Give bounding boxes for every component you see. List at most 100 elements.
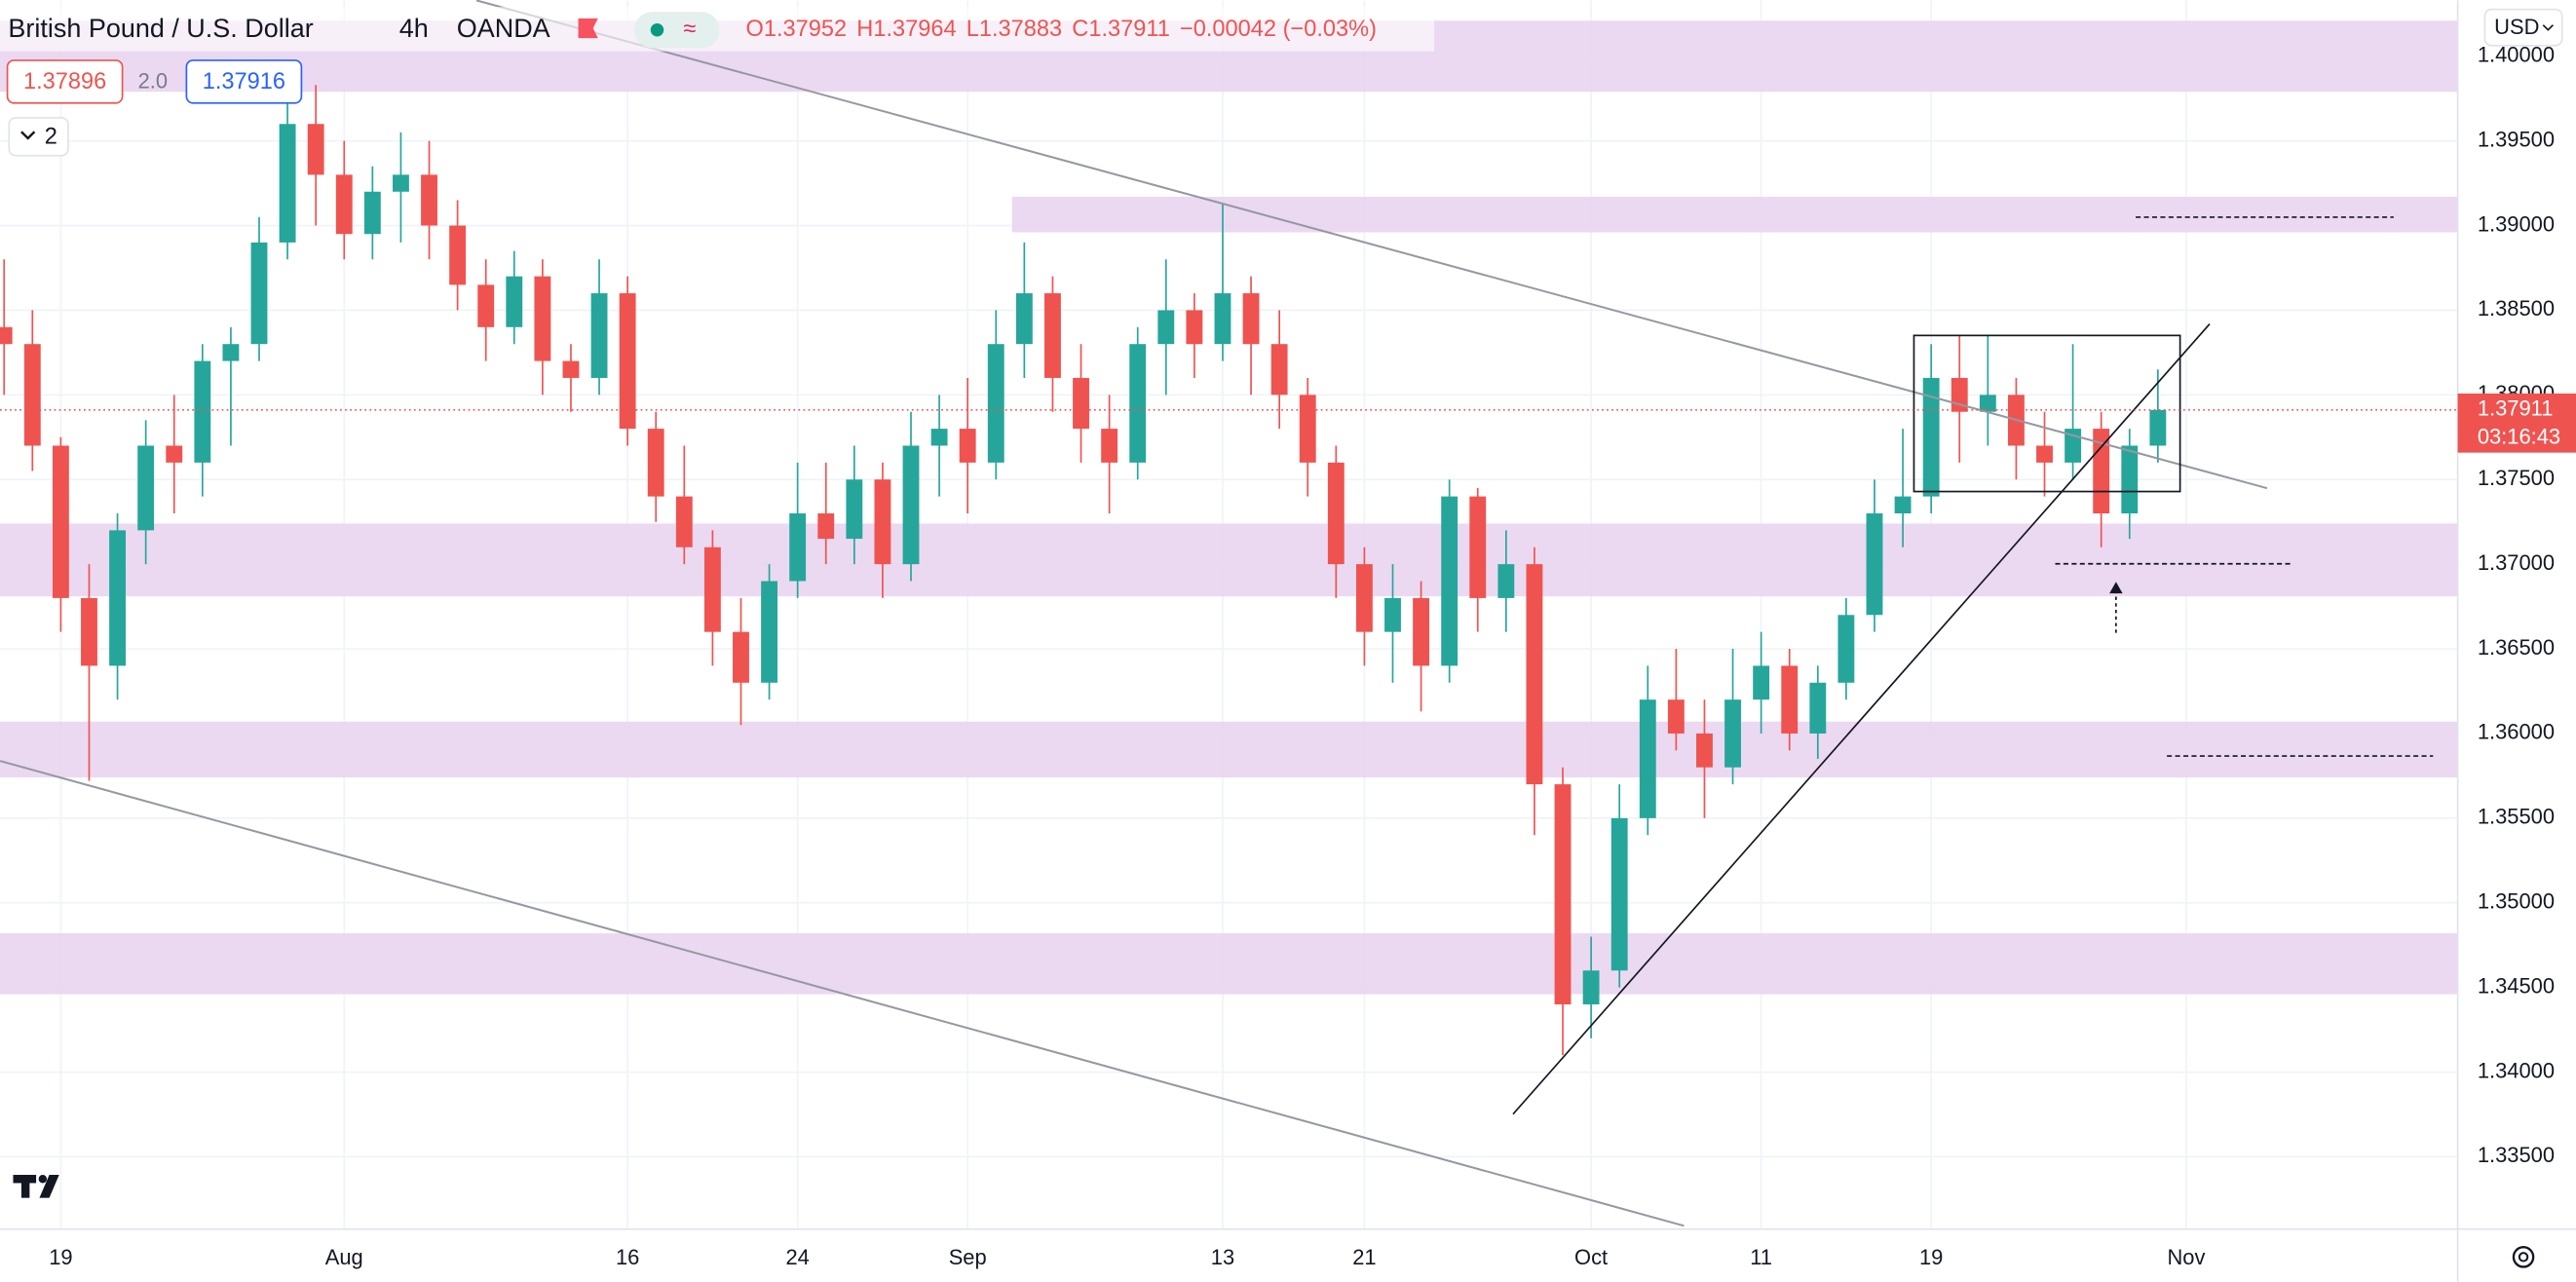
candle-body [987, 344, 1004, 463]
candle-body [307, 124, 324, 175]
currency[interactable]: USD [2494, 15, 2539, 39]
candle-body [1242, 293, 1260, 345]
candle-body [1894, 496, 1912, 513]
x-tick-label: 16 [616, 1245, 639, 1269]
candle-body [1101, 429, 1118, 463]
y-tick-label: 1.37500 [2478, 466, 2555, 490]
supply-demand-zone [0, 933, 2458, 995]
sell-button[interactable] [6, 59, 124, 104]
candle-body [1270, 344, 1288, 396]
candle-body [1413, 597, 1430, 666]
currency-button[interactable] [2483, 8, 2563, 47]
candle-body [137, 445, 155, 531]
x-tick-label: 11 [1750, 1245, 1772, 1269]
candle-layer [0, 85, 2167, 1056]
bid-price[interactable]: 1.37896 [23, 69, 106, 94]
x-tick-label: 13 [1211, 1245, 1234, 1269]
spread: 2.0 [138, 68, 168, 93]
candle-body [506, 276, 523, 327]
candle-body [1441, 496, 1458, 666]
last-price-tag [2457, 393, 2576, 453]
candle-body [1214, 293, 1231, 345]
ohlc-value: H1.37964 [856, 17, 956, 42]
candle-body [902, 445, 920, 565]
ohlc-value: O1.37952 [746, 17, 848, 42]
supply-demand-zone [0, 523, 2458, 597]
candle-body [279, 124, 296, 243]
flag-icon[interactable] [578, 18, 598, 39]
candle-body [1526, 564, 1543, 785]
supply-demand-zone [0, 721, 2458, 778]
support-line [1512, 323, 2211, 1115]
drawing-layer [0, 0, 2434, 1227]
logo-part [39, 1175, 59, 1198]
candle-body [733, 631, 749, 683]
candle-body [874, 479, 891, 565]
logo[interactable] [13, 1175, 59, 1198]
candle-body [1355, 564, 1373, 632]
y-tick-label: 1.33500 [2478, 1143, 2555, 1167]
candle-body [250, 242, 268, 345]
x-tick-label: 19 [1919, 1245, 1943, 1269]
candle-body [1922, 377, 1940, 497]
status-pill[interactable] [633, 12, 720, 49]
trend-line [475, 0, 2268, 490]
candle-body [1015, 293, 1033, 345]
candle-body [1696, 733, 1713, 768]
exchange[interactable]: OANDA [457, 14, 550, 43]
candle-body [0, 326, 13, 345]
x-tick-label: Nov [2167, 1245, 2205, 1269]
delay-icon: ≈ [683, 17, 696, 42]
settings-icon[interactable] [2512, 1246, 2535, 1268]
range-box [1913, 334, 2181, 493]
channel-line [0, 760, 1685, 1227]
candle-body [1469, 496, 1487, 598]
symbol-title[interactable]: British Pound / U.S. Dollar [8, 14, 313, 43]
candle-body [1044, 293, 1061, 378]
candle-body [1129, 344, 1147, 463]
candle-body [477, 284, 495, 327]
candle-body [81, 597, 97, 666]
x-tick-label: 24 [785, 1245, 809, 1269]
y-tick-label: 1.34000 [2478, 1058, 2555, 1082]
candle-body [590, 293, 608, 378]
interval[interactable]: 4h [399, 14, 429, 43]
indicator-count[interactable]: 2 [45, 124, 57, 149]
y-tick-label: 1.34500 [2478, 973, 2555, 998]
candle-body [817, 512, 835, 540]
ask-price[interactable]: 1.37916 [203, 69, 285, 94]
candle-body [23, 344, 41, 446]
candle-body [703, 547, 721, 632]
bar-countdown: 03:16:43 [2478, 424, 2560, 448]
candle-body [194, 360, 211, 463]
candle-body [1186, 310, 1203, 345]
axis-layer: 1.33500 1.34000 1.34500 1.35000 1.35500 1.360… [49, 43, 2576, 1269]
candle-body [647, 429, 664, 497]
candle-body [1866, 512, 1883, 616]
candle-body [2121, 445, 2139, 513]
candle-body [1724, 699, 1741, 768]
time-axis [0, 1228, 2576, 1282]
x-tick-label: 19 [49, 1245, 72, 1269]
candle-body [846, 479, 863, 540]
candle-body [109, 530, 126, 666]
candle-body [1497, 564, 1515, 598]
candle-body [393, 174, 409, 192]
last-price-label: 1.37911 [2478, 396, 2554, 421]
buy-button[interactable] [185, 59, 303, 104]
gear-center [2518, 1252, 2529, 1263]
indicator-toggle[interactable] [8, 117, 69, 157]
candle-body [562, 360, 580, 378]
y-tick-label: 1.39500 [2478, 127, 2555, 151]
candle-body [1157, 310, 1175, 345]
y-tick-label: 1.39000 [2478, 211, 2555, 236]
candle-body [2149, 409, 2167, 446]
x-tick-label: 21 [1352, 1245, 1376, 1269]
candle-body [1753, 665, 1770, 700]
candle-body [930, 429, 948, 446]
candle-body [1582, 970, 1600, 1005]
candle-body [363, 191, 381, 235]
